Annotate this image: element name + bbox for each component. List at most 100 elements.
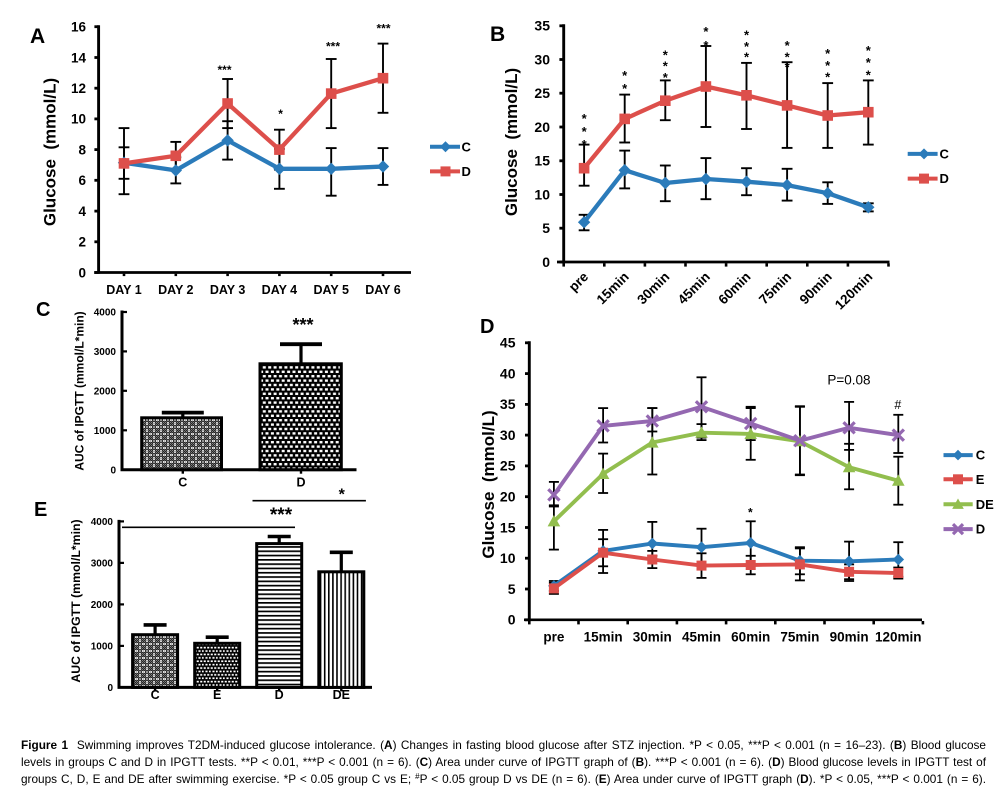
- svg-text:*: *: [663, 70, 669, 85]
- svg-text:DAY 4: DAY 4: [262, 283, 297, 297]
- svg-text:2000: 2000: [91, 600, 114, 611]
- svg-text:*: *: [748, 506, 753, 520]
- svg-text:***: ***: [217, 63, 231, 77]
- svg-text:14: 14: [71, 50, 87, 65]
- svg-text:*: *: [744, 28, 750, 43]
- svg-text:0: 0: [78, 265, 86, 280]
- svg-text:*: *: [622, 68, 628, 83]
- svg-text:5: 5: [508, 581, 516, 597]
- svg-text:2000: 2000: [94, 386, 117, 397]
- svg-text:A: A: [30, 25, 45, 48]
- svg-text:*: *: [703, 38, 709, 53]
- svg-text:D: D: [976, 522, 985, 537]
- svg-text:10: 10: [500, 550, 516, 566]
- svg-text:B: B: [490, 23, 505, 46]
- svg-text:pre: pre: [566, 269, 592, 295]
- svg-text:40: 40: [500, 365, 516, 381]
- svg-text:45: 45: [500, 335, 516, 351]
- svg-text:Glucose (mmol/L): Glucose (mmol/L): [479, 410, 498, 558]
- svg-text:45min: 45min: [682, 630, 721, 645]
- svg-text:D: D: [275, 688, 284, 702]
- svg-text:DAY 6: DAY 6: [365, 283, 400, 297]
- svg-text:C: C: [151, 688, 160, 702]
- svg-text:*: *: [703, 24, 709, 39]
- svg-text:D: D: [480, 316, 494, 338]
- svg-text:*: *: [744, 39, 750, 54]
- svg-text:120min: 120min: [832, 269, 876, 313]
- svg-text:*: *: [663, 48, 669, 63]
- svg-text:4: 4: [78, 204, 86, 219]
- svg-text:12: 12: [71, 81, 86, 96]
- svg-text:15: 15: [500, 519, 516, 535]
- svg-text:3000: 3000: [91, 559, 114, 570]
- svg-text:20: 20: [500, 489, 516, 505]
- svg-text:*: *: [825, 58, 831, 73]
- svg-text:C: C: [940, 147, 950, 162]
- svg-text:*: *: [866, 55, 872, 70]
- svg-text:AUC of IPGTT (mmol/L*min): AUC of IPGTT (mmol/L*min): [69, 519, 83, 682]
- svg-text:30min: 30min: [634, 269, 672, 307]
- svg-text:90min: 90min: [830, 630, 869, 645]
- svg-text:Glucose (mmol/L): Glucose (mmol/L): [502, 68, 521, 216]
- svg-text:***: ***: [292, 315, 313, 335]
- svg-text:*: *: [785, 38, 791, 53]
- svg-text:DAY 5: DAY 5: [313, 283, 348, 297]
- svg-text:E: E: [213, 688, 221, 702]
- svg-text:pre: pre: [543, 630, 565, 645]
- svg-text:75min: 75min: [756, 269, 794, 307]
- svg-text:35: 35: [534, 18, 550, 34]
- svg-text:C: C: [178, 476, 187, 490]
- svg-text:*: *: [785, 60, 791, 75]
- svg-text:0: 0: [107, 683, 113, 694]
- svg-text:6: 6: [78, 173, 86, 188]
- svg-text:4000: 4000: [94, 308, 117, 319]
- svg-text:*: *: [582, 124, 588, 139]
- svg-text:C: C: [462, 139, 472, 154]
- svg-text:*: *: [744, 50, 750, 65]
- svg-text:Glucose (mmol/L): Glucose (mmol/L): [41, 78, 60, 226]
- svg-text:*: *: [582, 137, 588, 152]
- svg-text:90min: 90min: [797, 269, 835, 307]
- svg-text:*: *: [622, 81, 628, 96]
- svg-text:1000: 1000: [91, 642, 114, 653]
- svg-text:***: ***: [376, 22, 390, 36]
- svg-text:*: *: [825, 46, 831, 61]
- svg-text:DE: DE: [333, 688, 350, 702]
- svg-text:DAY 2: DAY 2: [158, 283, 193, 297]
- svg-text:4000: 4000: [91, 517, 114, 528]
- svg-text:*: *: [866, 43, 872, 58]
- svg-text:DE: DE: [976, 497, 994, 512]
- svg-text:10: 10: [71, 112, 86, 127]
- svg-text:75min: 75min: [780, 630, 819, 645]
- svg-text:C: C: [36, 299, 50, 321]
- svg-text:25: 25: [500, 458, 516, 474]
- svg-text:*: *: [582, 111, 588, 126]
- svg-text:*: *: [278, 107, 283, 121]
- svg-text:10: 10: [534, 186, 550, 202]
- svg-text:DAY 3: DAY 3: [210, 283, 245, 297]
- svg-text:2: 2: [78, 235, 86, 250]
- svg-text:1000: 1000: [94, 426, 117, 437]
- svg-text:35: 35: [500, 396, 516, 412]
- svg-text:20: 20: [534, 119, 550, 135]
- svg-text:*: *: [785, 49, 791, 64]
- svg-text:15: 15: [534, 153, 550, 169]
- svg-text:D: D: [940, 171, 949, 186]
- svg-text:60min: 60min: [731, 630, 770, 645]
- svg-text:0: 0: [542, 254, 550, 270]
- svg-text:E: E: [34, 499, 47, 521]
- svg-text:*: *: [339, 487, 346, 504]
- svg-text:30: 30: [500, 427, 516, 443]
- svg-text:*: *: [825, 70, 831, 85]
- svg-text:*: *: [663, 59, 669, 74]
- svg-text:E: E: [976, 472, 985, 487]
- svg-text:***: ***: [326, 39, 340, 53]
- svg-text:AUC of IPGTT (mmol/L*min): AUC of IPGTT (mmol/L*min): [73, 311, 87, 470]
- svg-text:D: D: [462, 164, 471, 179]
- svg-text:***: ***: [270, 505, 293, 526]
- svg-text:30: 30: [534, 51, 550, 67]
- svg-text:45min: 45min: [675, 269, 713, 307]
- svg-text:15min: 15min: [594, 269, 632, 307]
- svg-text:0: 0: [110, 465, 116, 476]
- svg-text:3000: 3000: [94, 347, 117, 358]
